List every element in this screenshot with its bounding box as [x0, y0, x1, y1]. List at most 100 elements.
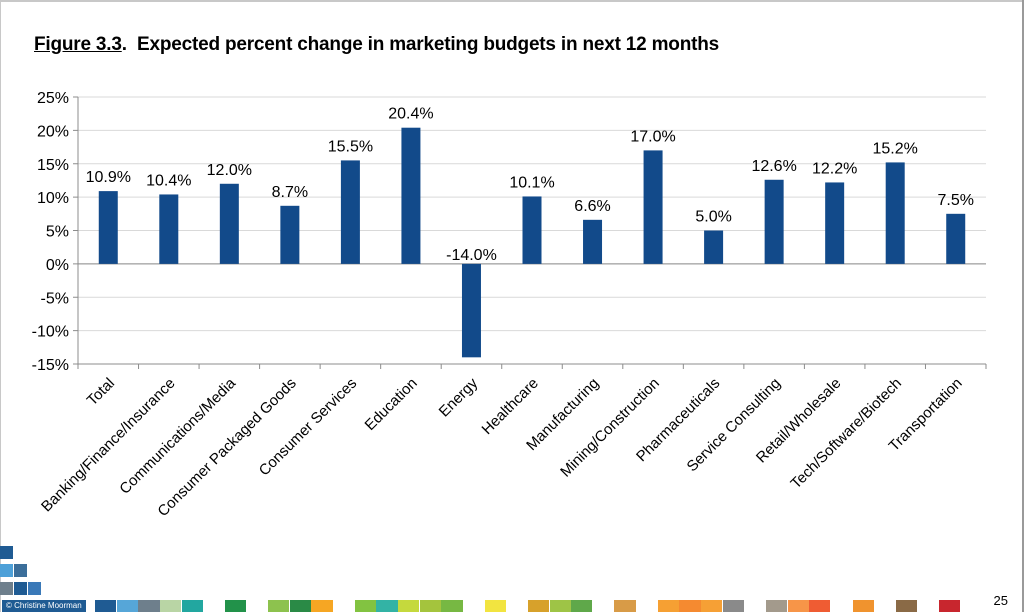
data-label: 12.2% [812, 160, 857, 177]
corner-square [14, 582, 27, 595]
footer-strip-square [830, 600, 853, 612]
footer-strip-square [701, 600, 723, 612]
x-tick-label: Tech/Software/Biotech [787, 375, 905, 493]
data-labels: 10.9% 10.4% 12.0% 8.7% 15.5% 20.4% -14.0% 10.1%… [86, 106, 974, 264]
footer-strip-square [441, 600, 463, 612]
footer-strip-square [571, 600, 593, 612]
x-tick-label: Communications/Media [116, 374, 239, 497]
page-number: 25 [993, 593, 1008, 608]
x-tick-label: Education [362, 375, 421, 434]
bar [401, 127, 421, 264]
footer-strip-square [138, 600, 160, 612]
y-axis-tick-labels: 25% 20% 15% 10% 5% 0% -5% -10% -15% [32, 90, 69, 374]
bar [159, 194, 179, 264]
footer-strip-square [203, 600, 225, 612]
footer-color-strip [0, 600, 1024, 612]
y-tick-label: 15% [37, 157, 69, 174]
bar [340, 160, 360, 264]
corner-square [0, 582, 13, 595]
footer-strip-square [787, 600, 809, 612]
chart-title: Figure 3.3. Expected percent change in m… [34, 34, 720, 55]
y-tick-label: -10% [32, 324, 69, 341]
bar [885, 162, 905, 264]
data-label: 15.2% [873, 140, 918, 157]
data-label: 10.4% [146, 172, 191, 189]
footer-strip-square [809, 600, 831, 612]
footer-strip-square [95, 600, 117, 612]
data-label: 12.6% [751, 158, 796, 175]
x-tick-label: Total [84, 375, 118, 409]
x-tick-label: Energy [436, 374, 482, 420]
corner-decoration [0, 546, 60, 602]
y-tick-label: 25% [37, 90, 69, 107]
footer-strip-square [159, 600, 182, 612]
corner-square [0, 546, 13, 559]
data-label: 7.5% [937, 192, 973, 209]
footer-strip-square [852, 600, 874, 612]
footer-strip-square [289, 600, 312, 612]
corner-square [28, 582, 41, 595]
y-tick-label: 0% [46, 257, 69, 274]
bar [219, 183, 239, 264]
footer-strip-square [311, 600, 333, 612]
bar [583, 219, 603, 264]
footer-strip-square [181, 600, 203, 612]
footer-strip-square [354, 600, 376, 612]
bar [946, 213, 966, 264]
footer-strip-square [268, 600, 290, 612]
data-label: 15.5% [328, 138, 373, 155]
x-tick-label: Healthcare [479, 375, 542, 438]
bar [764, 179, 784, 264]
corner-square [0, 564, 13, 577]
footer-strip-square [506, 600, 528, 612]
footer-strip-square [744, 600, 766, 612]
slide-top-border [0, 0, 1024, 2]
bar [522, 196, 542, 264]
slide-left-border [0, 0, 1, 612]
footer-strip-square [549, 600, 571, 612]
footer-strip-square [246, 600, 268, 612]
footer-strip-square [874, 600, 896, 612]
footer-strip-square [224, 600, 247, 612]
x-axis-tick-labels: TotalBanking/Finance/InsuranceCommunicat… [38, 374, 965, 520]
data-label: -14.0% [446, 247, 497, 264]
bar [643, 150, 663, 264]
x-tick-label: Mining/Construction [557, 375, 663, 481]
bar [98, 191, 118, 264]
y-tick-label: 5% [46, 224, 69, 241]
footer-strip-square [614, 600, 636, 612]
footer-strip-square [419, 600, 441, 612]
bar [461, 263, 481, 358]
footer-strip-square [484, 600, 506, 612]
footer-strip-square [376, 600, 398, 612]
footer-strip-square [636, 600, 658, 612]
y-tick-label: -15% [32, 357, 69, 374]
footer-strip-square [722, 600, 744, 612]
data-label: 6.6% [574, 198, 610, 215]
data-label: 8.7% [272, 184, 308, 201]
footer-strip-square [939, 600, 961, 612]
figure-title-text: Expected percent change in marketing bud… [137, 34, 720, 55]
corner-square [14, 564, 27, 577]
footer-strip-square [657, 600, 679, 612]
copyright-text: © Christine Moorman [2, 600, 86, 612]
bar-chart: 25% 20% 15% 10% 5% 0% -5% -10% -15% 10.9% 10.4% 12… [32, 90, 987, 520]
y-tick-label: 10% [37, 190, 69, 207]
slide-right-border [1022, 0, 1024, 612]
footer-strip-square [679, 600, 701, 612]
footer-strip-square [116, 600, 138, 612]
footer-strip-square [766, 600, 788, 612]
footer-strip-square [398, 600, 420, 612]
y-tick-label: 20% [37, 123, 69, 140]
bar [825, 182, 845, 264]
figure-label: Figure 3.3 [34, 34, 122, 55]
footer-strip-square [917, 600, 939, 612]
footer-strip-square [592, 600, 615, 612]
footer-strip-square [527, 600, 550, 612]
data-label: 10.9% [86, 169, 131, 186]
footer-strip-square [333, 600, 355, 612]
data-label: 12.0% [207, 162, 252, 179]
bar [704, 230, 724, 264]
data-label: 17.0% [630, 128, 675, 145]
bar [280, 205, 300, 264]
